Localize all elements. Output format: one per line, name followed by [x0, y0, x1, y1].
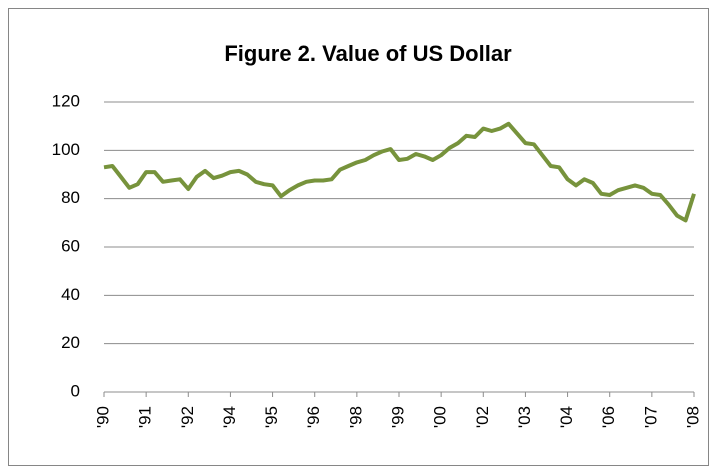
chart-title: Figure 2. Value of US Dollar: [224, 41, 512, 66]
x-tick-label: '96: [304, 406, 323, 428]
x-tick-label: '00: [431, 406, 450, 428]
y-tick-label: 20: [61, 333, 80, 352]
x-tick-label: '08: [683, 406, 702, 428]
x-tick-label: '91: [136, 406, 155, 428]
x-tick-label: '04: [557, 406, 576, 428]
x-tick-label: '90: [93, 406, 112, 428]
line-series: [103, 121, 696, 223]
y-tick-label: 120: [52, 91, 80, 110]
y-tick-label: 40: [61, 285, 80, 304]
x-tick-label: '98: [346, 406, 365, 428]
x-tick-label: '07: [641, 406, 660, 428]
x-tick-label: '02: [473, 406, 492, 428]
x-tick-label: '03: [515, 406, 534, 428]
y-tick-label: 100: [52, 140, 80, 159]
x-tick-label: '94: [220, 406, 239, 428]
x-tick-label: '99: [388, 406, 407, 428]
y-tick-label: 0: [71, 381, 80, 400]
chart-frame: [8, 8, 709, 466]
y-tick-label: 80: [61, 188, 80, 207]
x-tick-label: '06: [599, 406, 618, 428]
x-tick-label: '92: [178, 406, 197, 428]
x-tick-label: '95: [262, 406, 281, 428]
y-tick-label: 60: [61, 236, 80, 255]
